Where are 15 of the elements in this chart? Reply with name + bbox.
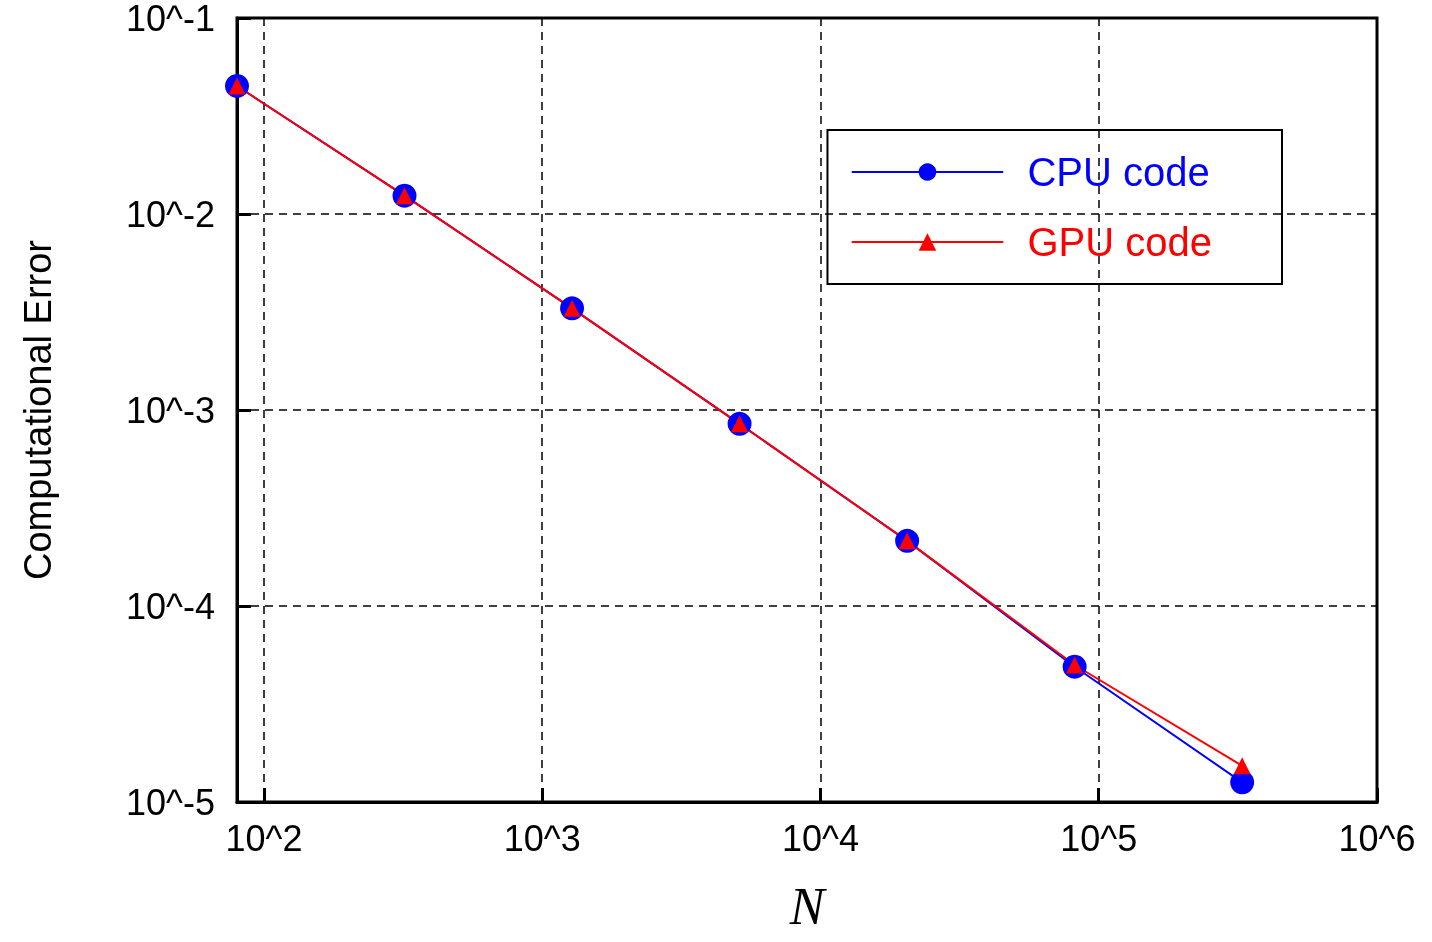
y-axis-title: Computational Error <box>17 239 59 581</box>
y-tick-label: 10^-3 <box>126 389 215 431</box>
y-tick-label: 10^-5 <box>126 781 215 823</box>
x-tick-label: 10^4 <box>782 817 859 859</box>
legend-label: CPU code <box>1027 150 1210 194</box>
x-tick-label: 10^3 <box>503 817 581 859</box>
x-tick-label: 10^5 <box>1060 817 1138 859</box>
y-tick-label: 10^-4 <box>126 585 215 627</box>
x-axis-title: N <box>788 877 828 935</box>
y-tick-label: 10^-1 <box>126 0 215 39</box>
x-tick-label: 10^2 <box>225 817 303 859</box>
legend-label: GPU code <box>1027 220 1212 264</box>
x-tick-label: 10^6 <box>1338 817 1416 859</box>
y-tick-label: 10^-2 <box>126 193 215 235</box>
point <box>1233 757 1251 775</box>
